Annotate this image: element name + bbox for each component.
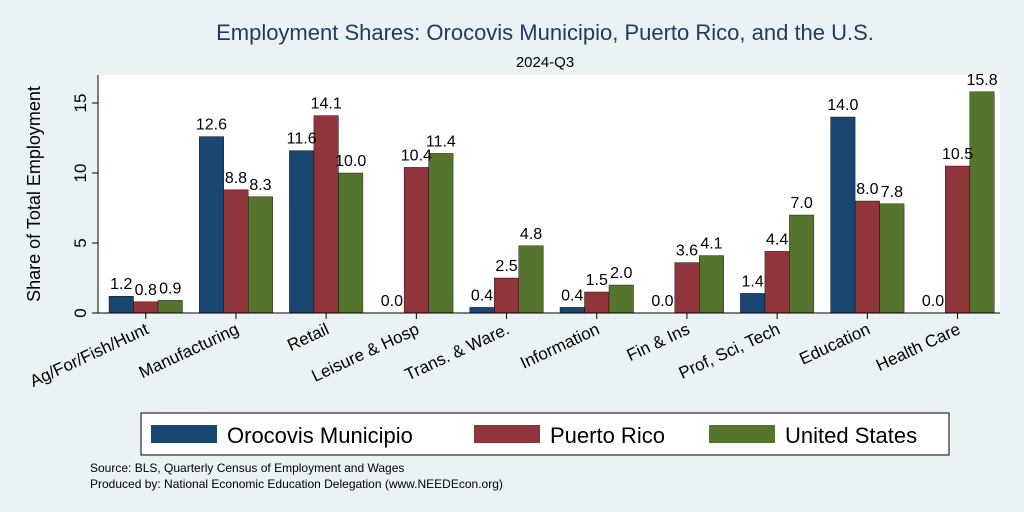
produced-note: Produced by: National Economic Education… [90, 477, 503, 491]
data-label: 8.0 [856, 181, 878, 198]
category-label: Information [517, 319, 602, 372]
data-label: 0.0 [922, 293, 944, 310]
bar [403, 167, 429, 314]
chart-subtitle: 2024-Q3 [516, 54, 574, 71]
bar [428, 153, 454, 314]
y-tick-label: 5 [71, 238, 90, 247]
data-label: 8.3 [249, 177, 271, 194]
legend-swatch-puerto-rico [474, 425, 540, 443]
data-label: 2.0 [610, 265, 632, 282]
category-label: Retail [284, 319, 331, 355]
data-label: 4.8 [520, 226, 542, 243]
bar [223, 189, 249, 314]
data-label: 8.8 [225, 170, 247, 187]
data-label: 1.2 [110, 276, 132, 293]
category-label: Manufacturing [136, 319, 242, 382]
bar [945, 165, 970, 314]
category-label: Health Care [873, 319, 963, 375]
data-label: 0.0 [651, 293, 673, 310]
y-tick-label: 0 [71, 308, 90, 317]
bar [584, 291, 610, 314]
bar [313, 115, 339, 314]
legend-label-puerto-rico: Puerto Rico [550, 423, 665, 448]
legend-swatch-united-states [709, 425, 775, 443]
data-label: 1.4 [742, 273, 764, 290]
y-axis-label: Share of Total Employment [24, 86, 44, 302]
legend-swatch-orocovis [151, 425, 217, 443]
data-label: 10.5 [942, 146, 973, 163]
data-label: 1.5 [586, 272, 608, 289]
data-label: 4.1 [700, 236, 722, 253]
category-label: Ag/For/Fish/Hunt [27, 319, 152, 391]
data-label: 3.6 [676, 243, 698, 260]
data-label: 0.4 [471, 287, 493, 304]
chart-title: Employment Shares: Orocovis Municipio, P… [216, 20, 874, 45]
legend-label-orocovis: Orocovis Municipio [227, 423, 413, 448]
y-tick-label: 10 [71, 164, 90, 183]
bar [740, 293, 766, 314]
data-label: 2.5 [495, 258, 517, 275]
bar [764, 251, 790, 314]
bar [157, 300, 183, 314]
bar [789, 214, 815, 314]
data-label: 11.6 [287, 131, 317, 148]
bar [518, 245, 544, 314]
legend-box [140, 412, 950, 456]
bar [699, 255, 724, 314]
data-label: 12.6 [196, 117, 227, 134]
bar [608, 284, 634, 314]
bar [494, 277, 519, 314]
data-label: 7.8 [881, 184, 903, 201]
bar [854, 200, 880, 314]
data-label: 0.8 [135, 282, 157, 299]
bar [674, 262, 700, 314]
data-label: 14.1 [311, 96, 342, 113]
bar [338, 172, 364, 314]
source-note: Source: BLS, Quarterly Census of Employm… [90, 461, 404, 475]
data-label: 0.0 [381, 293, 403, 310]
bar [133, 301, 159, 314]
data-label: 10.0 [335, 153, 366, 170]
data-label: 15.8 [966, 72, 997, 89]
y-tick-label: 15 [71, 94, 90, 113]
bar [559, 307, 585, 314]
category-label: Education [796, 319, 873, 368]
category-label: Prof, Sci, Tech [676, 319, 783, 382]
data-label: 7.0 [791, 195, 813, 212]
bar [198, 136, 224, 314]
bar [469, 307, 495, 314]
data-label: 0.9 [159, 280, 181, 297]
bar [247, 196, 273, 314]
data-label: 10.4 [401, 147, 432, 164]
bar [969, 91, 995, 314]
bar [879, 203, 905, 314]
legend-label-united-states: United States [785, 423, 917, 448]
data-label: 11.4 [426, 133, 456, 150]
data-label: 0.4 [561, 287, 583, 304]
bar [108, 296, 134, 314]
legend: Orocovis Municipio Puerto Rico United St… [140, 412, 950, 456]
data-label: 14.0 [827, 97, 858, 114]
data-label: 4.4 [766, 231, 788, 248]
bar [830, 116, 856, 314]
category-label: Fin & Ins [624, 319, 693, 365]
bar [289, 150, 315, 314]
